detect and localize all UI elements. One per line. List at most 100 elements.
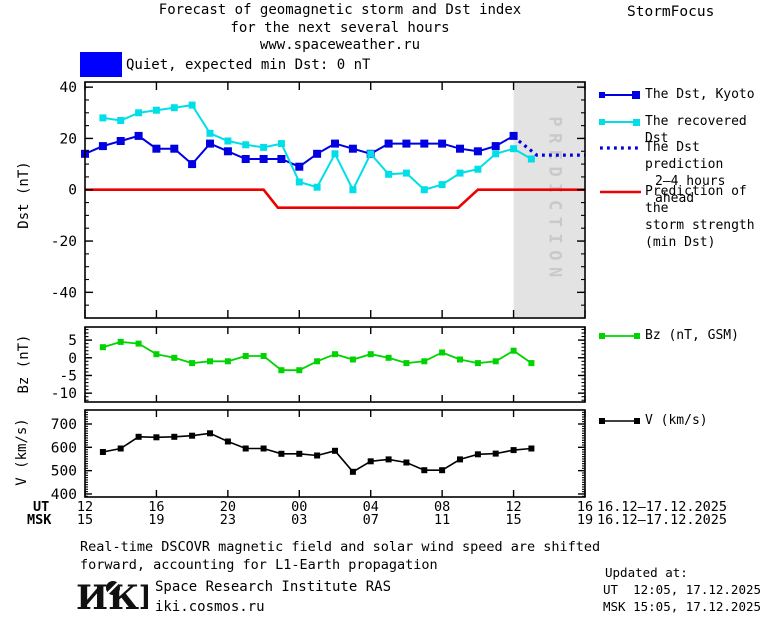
- v-ytick-label: 600: [51, 440, 77, 456]
- v-panel: 700 600 500 400: [51, 409, 586, 503]
- iki-logo: ИКИ: [76, 578, 148, 618]
- bz-ytick-label: 5: [68, 333, 77, 349]
- v-marker: [153, 434, 160, 441]
- dst-ytick-label: 0: [68, 183, 77, 199]
- dst-kyoto-marker: [241, 155, 250, 163]
- title-line-1: Forecast of geomagnetic storm and Dst in…: [158, 2, 522, 18]
- legend-label-recovered-dst: The recovered Dst: [645, 114, 747, 146]
- bz-ytick-label: -5: [60, 368, 77, 384]
- bz-marker: [171, 354, 178, 361]
- footnote-line-2: forward, accounting for L1-Earth propaga…: [80, 557, 438, 573]
- prediction-band-label: PREDICTION: [544, 116, 564, 283]
- page-title: Forecast of geomagnetic storm and Dst in…: [80, 2, 600, 55]
- dst-kyoto-marker: [348, 144, 357, 153]
- bz-marker: [117, 338, 124, 345]
- dst-recovered-marker: [260, 143, 268, 151]
- v-axis-label: V (km/s): [14, 418, 30, 486]
- bz-marker: [296, 367, 303, 374]
- dst-ytick-label: -40: [51, 285, 77, 301]
- msk-tick-label: 15: [76, 512, 94, 528]
- dst-recovered-marker: [510, 145, 518, 153]
- dst-recovered-marker: [170, 104, 178, 112]
- bz-marker: [457, 356, 463, 363]
- dst-kyoto-marker: [456, 144, 464, 153]
- v-marker: [385, 456, 392, 463]
- recovered-dst-legend-icon: [599, 119, 640, 126]
- storm-status-label: Quiet, expected min Dst: 0 nT: [126, 57, 371, 73]
- bz-marker: [421, 358, 428, 365]
- bz-panel: 5 0-5 -10: [51, 326, 586, 403]
- dst-kyoto-marker: [473, 147, 482, 156]
- legend-label-dst-kyoto: The Dst, Kyoto: [645, 87, 755, 102]
- v-marker: [474, 451, 481, 458]
- institute-site: iki.cosmos.ru: [155, 599, 265, 615]
- dst-recovered-marker: [152, 106, 160, 114]
- dst-recovered-marker: [456, 169, 464, 177]
- v-marker: [439, 467, 446, 474]
- legend-label-storm-prediction: Prediction of the storm strength (min Ds…: [645, 184, 755, 250]
- dst-recovered-marker: [385, 170, 393, 178]
- v-marker: [314, 452, 321, 459]
- ut-tick-label: 00: [291, 499, 308, 515]
- msk-daterange: 16.12–17.12.2025: [597, 512, 728, 528]
- dst-kyoto-marker: [223, 147, 232, 156]
- bz-marker: [260, 353, 267, 359]
- bz-marker: [403, 360, 410, 367]
- bz-marker: [278, 367, 285, 374]
- updated-at-label: Updated at:: [605, 565, 688, 580]
- storm-level-swatch: [80, 52, 122, 77]
- legend-item-recovered-dst: The recovered Dst: [598, 113, 760, 147]
- v-marker: [349, 468, 356, 475]
- dst-kyoto-marker: [438, 139, 447, 148]
- legend-label-v: V (km/s): [645, 413, 708, 428]
- v-marker: [242, 445, 249, 452]
- dst-kyoto-marker: [188, 160, 197, 169]
- dst-kyoto-marker: [116, 137, 125, 145]
- dst-kyoto-legend-icon: [599, 91, 640, 99]
- legend-item-dst-kyoto: The Dst, Kyoto: [598, 86, 755, 103]
- ut-tick-label: 16: [576, 499, 594, 515]
- dst-ytick-label: 20: [60, 131, 77, 147]
- v-legend-icon: [599, 418, 640, 424]
- dst-kyoto-line: [84, 134, 515, 168]
- v-marker: [332, 447, 338, 454]
- dst-kyoto-marker: [331, 139, 339, 148]
- prediction-band: [513, 83, 584, 317]
- bz-marker: [474, 360, 481, 367]
- v-ytick-label: 700: [51, 417, 77, 433]
- storm-prediction-line: [85, 188, 585, 209]
- bz-marker: [314, 358, 321, 365]
- v-marker: [367, 458, 374, 465]
- bz-marker: [135, 340, 142, 347]
- v-marker: [207, 430, 213, 437]
- dst-recovered-marker: [277, 140, 285, 148]
- dst-kyoto-marker: [98, 142, 107, 151]
- dst-recovered-marker: [474, 165, 482, 173]
- ut-tick-label: 16: [148, 499, 165, 515]
- ut-tick-label: 12: [505, 499, 522, 515]
- dst-recovered-marker: [349, 186, 357, 194]
- msk-tick-label: 19: [576, 512, 594, 528]
- dst-kyoto-marker: [277, 155, 286, 163]
- updated-at-ut: UT 12:05, 17.12.2025: [603, 582, 760, 597]
- bz-ytick-label: 0: [68, 351, 77, 367]
- dst-recovered-marker: [402, 169, 410, 177]
- v-marker: [99, 449, 106, 455]
- ut-tick-label: 08: [434, 499, 451, 515]
- dst-kyoto-marker: [170, 144, 179, 153]
- bz-ytick-label: -10: [51, 386, 77, 402]
- ut-daterange: 16.12–17.12.2025: [597, 499, 728, 515]
- dst-kyoto-marker: [491, 142, 500, 151]
- bz-marker: [332, 351, 338, 358]
- dst-recovered-marker: [188, 101, 196, 109]
- v-marker: [510, 447, 517, 454]
- legend-item-dst-prediction: The Dst prediction 2–4 hours ahead: [598, 139, 760, 207]
- msk-tick-label: 23: [219, 512, 236, 528]
- v-marker: [296, 450, 303, 457]
- bz-marker: [349, 356, 356, 363]
- bz-marker: [385, 354, 392, 361]
- dst-recovered-marker: [420, 186, 428, 194]
- dst-recovered-marker: [313, 183, 321, 191]
- v-marker: [457, 456, 463, 463]
